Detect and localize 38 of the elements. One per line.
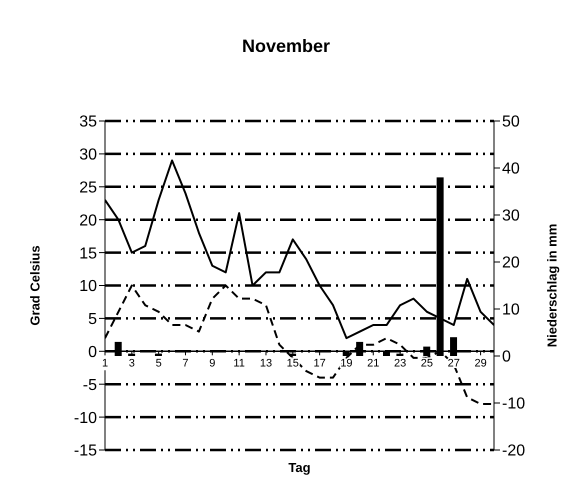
y-tick-label: -15	[74, 442, 98, 460]
y-tick-label: 15	[79, 245, 98, 262]
y2-tick-label: 40	[502, 160, 520, 178]
y2-tick-label: 30	[502, 208, 520, 225]
x-tick-label: 25	[420, 357, 434, 370]
x-tick-label: 21	[367, 357, 380, 370]
y2-tick-label: 0	[502, 348, 511, 366]
x-tick-label: 15	[286, 357, 299, 370]
x-tick-label: 29	[474, 357, 487, 370]
x-tick-label: 5	[156, 357, 162, 370]
y-tick-label: 5	[88, 311, 98, 328]
y-tick-label: 30	[79, 146, 98, 164]
x-tick-label: 1	[102, 357, 108, 370]
y-tick-label: 20	[79, 212, 98, 230]
x-tick-label: 19	[340, 357, 353, 370]
x-tick-label: 17	[313, 357, 326, 370]
y-tick-label: 0	[88, 344, 98, 361]
y-tick-label: -5	[82, 376, 98, 394]
y-tick-label: 35	[79, 114, 98, 131]
chart-title: November	[240, 36, 332, 57]
y-tick-label: 10	[79, 278, 98, 296]
y2-tick-label: 50	[502, 114, 520, 131]
x-tick-label: 13	[260, 357, 272, 370]
y2-tick-label: -20	[502, 442, 526, 460]
x-tick-label: 23	[394, 357, 406, 370]
y2-tick-label: -10	[502, 396, 526, 413]
x-tick-label: 27	[448, 357, 460, 370]
x-tick-label: 3	[128, 357, 135, 370]
y-tick-label: -10	[74, 410, 98, 427]
y2-axis-title: Niederschlag in mm	[544, 224, 560, 348]
y-axis-title: Grad Celsius	[28, 245, 43, 326]
x-tick-label: 9	[209, 357, 216, 370]
y-tick-label: 25	[79, 179, 98, 196]
x-tick-label: 11	[233, 357, 245, 370]
x-axis-title: Tag	[288, 460, 311, 475]
x-tick-label: 7	[182, 357, 189, 370]
y2-tick-label: 10	[502, 302, 520, 319]
y2-tick-label: 20	[502, 254, 520, 272]
